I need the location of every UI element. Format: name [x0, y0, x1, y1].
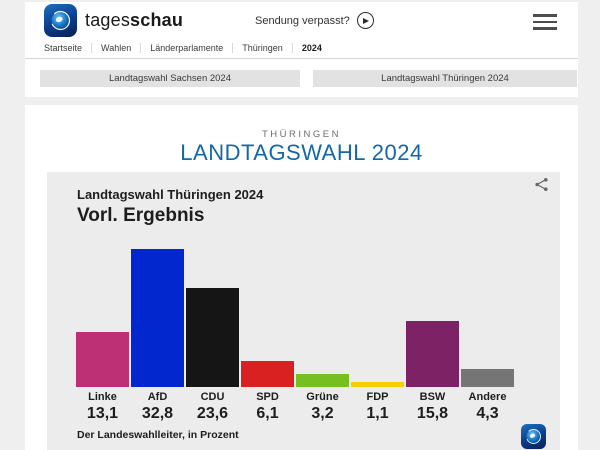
category-labels: Linke AfD CDU SPD Grüne FDP BSW Andere [76, 391, 516, 403]
value-label-linke: 13,1 [86, 405, 119, 422]
chart-title: Landtagswahl Thüringen 2024 [77, 187, 264, 202]
globe-icon [50, 10, 71, 31]
bar-spd [241, 361, 294, 387]
header-divider [25, 58, 578, 59]
brand-regular: tages [85, 10, 131, 30]
category-label-bsw: BSW [419, 391, 446, 403]
category-label-grüne: Grüne [306, 391, 339, 403]
play-icon[interactable] [356, 12, 374, 29]
value-labels: 13,1 32,8 23,6 6,1 3,2 1,1 15,8 4,3 [76, 405, 516, 423]
brand-bold: schau [130, 10, 184, 30]
page-title: LANDTAGSWAHL 2024 [180, 140, 423, 165]
bar-bsw [406, 321, 459, 387]
kicker: THÜRINGEN [262, 129, 341, 140]
chart-source: Der Landeswahlleiter, in Prozent [77, 429, 239, 441]
breadcrumb-item-länderparlamente[interactable]: Länderparlamente [140, 43, 232, 53]
bar-cdu [186, 288, 239, 387]
share-icon[interactable] [534, 177, 549, 192]
breadcrumb-item-wahlen[interactable]: Wahlen [91, 43, 140, 53]
category-label-cdu: CDU [200, 391, 225, 403]
election-tab-1[interactable]: Landtagswahl Thüringen 2024 [313, 70, 577, 87]
category-label-fdp: FDP [366, 391, 389, 403]
bar-afd [131, 249, 184, 387]
election-tabs: Landtagswahl Sachsen 2024 Landtagswahl Th… [25, 70, 578, 88]
value-label-spd: 6,1 [256, 405, 279, 422]
breadcrumb: Startseite Wahlen Länderparlamente Thüringe… [44, 43, 331, 53]
value-label-andere: 4,3 [476, 405, 499, 422]
breadcrumb-item-2024[interactable]: 2024 [291, 43, 331, 53]
play-triangle [363, 17, 370, 24]
category-label-spd: SPD [256, 391, 279, 403]
chart-subtitle: Vorl. Ergebnis [77, 205, 205, 226]
tagesschau-logo-icon[interactable] [44, 4, 77, 37]
category-label-linke: Linke [88, 391, 117, 403]
bar-andere [461, 369, 514, 387]
value-label-fdp: 1,1 [366, 405, 389, 422]
bar-grüne [296, 374, 349, 387]
election-tab-0[interactable]: Landtagswahl Sachsen 2024 [40, 70, 300, 87]
sendung-verpasst-link[interactable]: Sendung verpasst? [255, 12, 374, 29]
globe-icon [526, 429, 541, 444]
result-chart-card: Landtagswahl Thüringen 2024 Vorl. Ergebn… [47, 172, 560, 450]
menu-icon[interactable] [533, 14, 557, 30]
brand-wordmark[interactable]: tagesschau [85, 10, 183, 31]
sendung-verpasst-label: Sendung verpasst? [255, 14, 350, 27]
breadcrumb-item-thüringen[interactable]: Thüringen [232, 43, 292, 53]
bar-fdp [351, 382, 404, 387]
value-label-afd: 32,8 [141, 405, 174, 422]
bar-plot [76, 249, 516, 387]
category-label-afd: AfD [147, 391, 168, 403]
category-label-andere: Andere [468, 391, 507, 403]
breadcrumb-item-startseite[interactable]: Startseite [44, 43, 83, 53]
value-label-grüne: 3,2 [311, 405, 334, 422]
chart-logo-icon [521, 424, 546, 449]
value-label-cdu: 23,6 [196, 405, 229, 422]
site-header: tagesschau Sendung verpasst? Startseite W… [25, 2, 578, 97]
main-content: THÜRINGEN LANDTAGSWAHL 2024 Landtagswahl… [25, 105, 578, 450]
bar-linke [76, 332, 129, 387]
value-label-bsw: 15,8 [416, 405, 449, 422]
